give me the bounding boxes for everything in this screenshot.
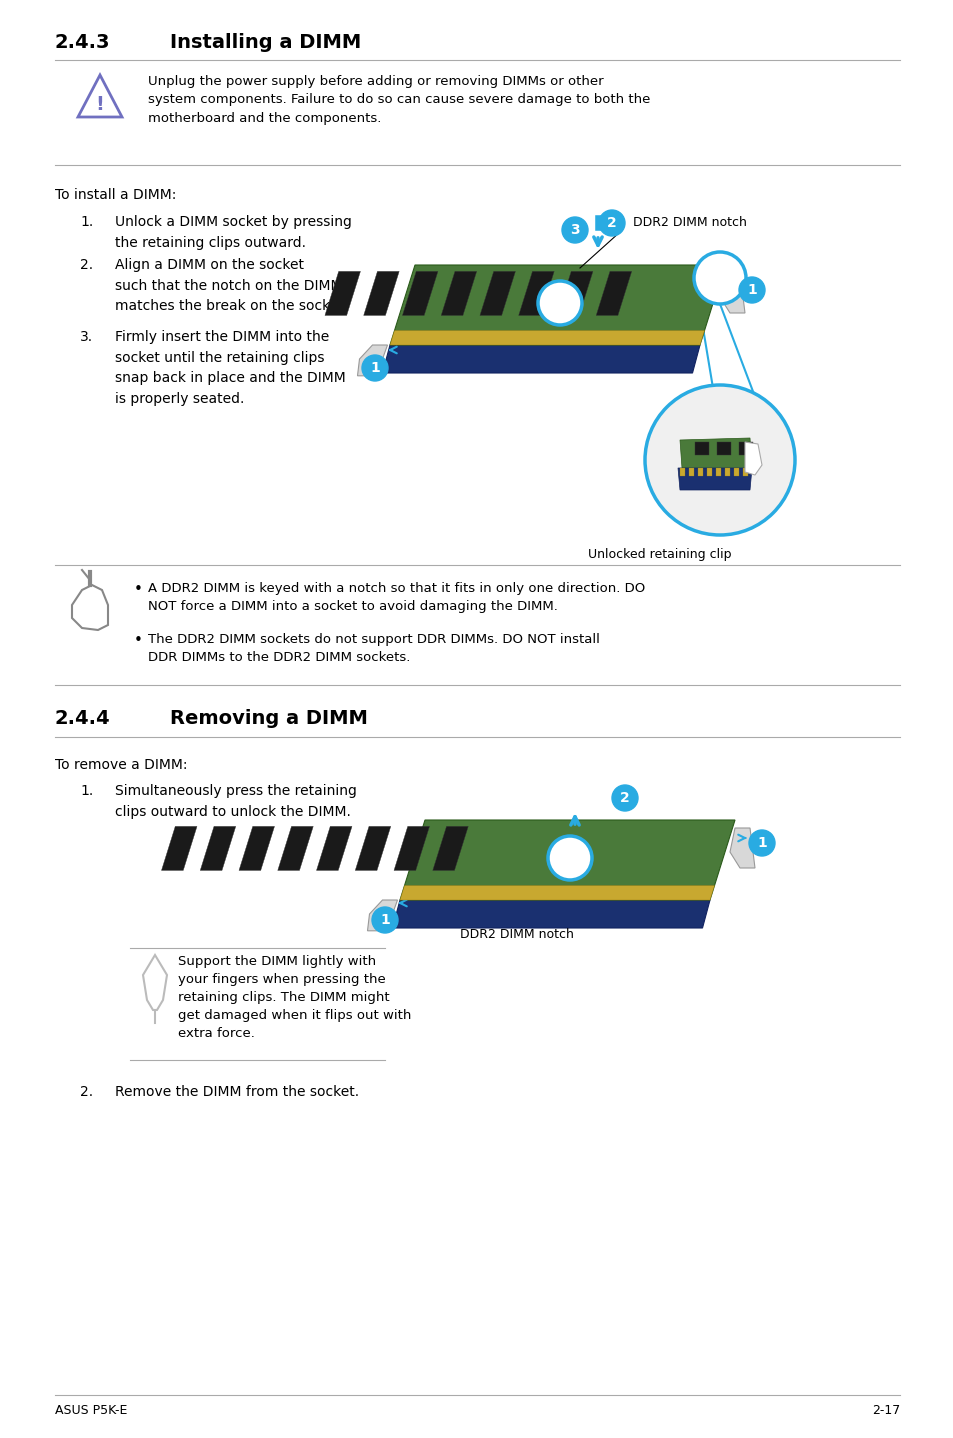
Circle shape: [739, 278, 764, 303]
Text: 3: 3: [570, 223, 579, 237]
Text: •: •: [133, 582, 142, 597]
Polygon shape: [518, 272, 554, 315]
Polygon shape: [724, 467, 729, 476]
Text: ASUS P5K-E: ASUS P5K-E: [55, 1403, 128, 1416]
Text: 2.: 2.: [80, 257, 93, 272]
Polygon shape: [433, 827, 468, 870]
Polygon shape: [392, 900, 709, 928]
Polygon shape: [161, 827, 196, 870]
Text: !: !: [95, 95, 104, 115]
Polygon shape: [706, 467, 711, 476]
Polygon shape: [390, 265, 724, 345]
Circle shape: [748, 830, 774, 856]
Polygon shape: [744, 441, 761, 475]
Text: 2.4.4: 2.4.4: [55, 709, 111, 728]
Text: Remove the DIMM from the socket.: Remove the DIMM from the socket.: [115, 1086, 358, 1099]
Polygon shape: [678, 467, 751, 490]
Text: 1: 1: [757, 835, 766, 850]
Text: Unlock a DIMM socket by pressing
the retaining clips outward.: Unlock a DIMM socket by pressing the ret…: [115, 216, 352, 250]
Text: 2.: 2.: [80, 1086, 93, 1099]
Polygon shape: [367, 900, 397, 930]
Text: 1.: 1.: [80, 784, 93, 798]
Polygon shape: [679, 467, 684, 476]
Polygon shape: [355, 827, 391, 870]
Polygon shape: [739, 441, 752, 454]
Polygon shape: [399, 820, 734, 900]
Text: Align a DIMM on the socket
such that the notch on the DIMM
matches the break on : Align a DIMM on the socket such that the…: [115, 257, 348, 313]
Polygon shape: [716, 467, 720, 476]
Text: 2.4.3: 2.4.3: [55, 33, 111, 52]
Circle shape: [612, 785, 638, 811]
Text: 2: 2: [619, 791, 629, 805]
Text: 1: 1: [379, 913, 390, 928]
Circle shape: [547, 835, 592, 880]
Polygon shape: [720, 273, 744, 313]
Text: 1.: 1.: [80, 216, 93, 229]
Text: Unlocked retaining clip: Unlocked retaining clip: [588, 548, 731, 561]
Polygon shape: [402, 272, 437, 315]
Text: 1: 1: [370, 361, 379, 375]
Circle shape: [361, 355, 388, 381]
Circle shape: [644, 385, 794, 535]
Circle shape: [561, 217, 587, 243]
Polygon shape: [382, 345, 700, 372]
Polygon shape: [479, 272, 515, 315]
Text: Support the DIMM lightly with
your fingers when pressing the
retaining clips. Th: Support the DIMM lightly with your finge…: [178, 955, 411, 1040]
Circle shape: [372, 907, 397, 933]
Text: DDR2 DIMM notch: DDR2 DIMM notch: [633, 217, 746, 230]
Text: Installing a DIMM: Installing a DIMM: [170, 33, 361, 52]
Text: •: •: [133, 633, 142, 649]
Polygon shape: [390, 331, 703, 345]
Circle shape: [693, 252, 745, 303]
Polygon shape: [394, 827, 429, 870]
Text: 2-17: 2-17: [871, 1403, 899, 1416]
Polygon shape: [742, 467, 747, 476]
Polygon shape: [698, 467, 702, 476]
Polygon shape: [557, 272, 593, 315]
Circle shape: [537, 280, 581, 325]
Text: Firmly insert the DIMM into the
socket until the retaining clips
snap back in pl: Firmly insert the DIMM into the socket u…: [115, 329, 345, 406]
Circle shape: [598, 210, 624, 236]
Text: 3.: 3.: [80, 329, 93, 344]
Text: Unplug the power supply before adding or removing DIMMs or other
system componen: Unplug the power supply before adding or…: [148, 75, 650, 125]
Text: 2: 2: [606, 216, 617, 230]
Polygon shape: [399, 886, 714, 900]
Polygon shape: [357, 345, 387, 375]
Polygon shape: [688, 467, 693, 476]
Text: Removing a DIMM: Removing a DIMM: [170, 709, 368, 728]
Polygon shape: [440, 272, 476, 315]
Polygon shape: [733, 467, 739, 476]
Polygon shape: [679, 439, 751, 470]
Text: A DDR2 DIMM is keyed with a notch so that it fits in only one direction. DO
NOT : A DDR2 DIMM is keyed with a notch so tha…: [148, 582, 644, 613]
Text: DDR2 DIMM notch: DDR2 DIMM notch: [459, 928, 574, 940]
Text: To install a DIMM:: To install a DIMM:: [55, 188, 176, 201]
Text: The DDR2 DIMM sockets do not support DDR DIMMs. DO NOT install
DDR DIMMs to the : The DDR2 DIMM sockets do not support DDR…: [148, 633, 599, 664]
Polygon shape: [363, 272, 398, 315]
Polygon shape: [325, 272, 360, 315]
Polygon shape: [596, 272, 631, 315]
Text: Simultaneously press the retaining
clips outward to unlock the DIMM.: Simultaneously press the retaining clips…: [115, 784, 356, 818]
Polygon shape: [695, 441, 708, 454]
Polygon shape: [200, 827, 235, 870]
Text: To remove a DIMM:: To remove a DIMM:: [55, 758, 188, 772]
Polygon shape: [316, 827, 352, 870]
Polygon shape: [239, 827, 274, 870]
Polygon shape: [717, 441, 730, 454]
Polygon shape: [277, 827, 313, 870]
Polygon shape: [729, 828, 754, 869]
Text: 1: 1: [746, 283, 756, 298]
